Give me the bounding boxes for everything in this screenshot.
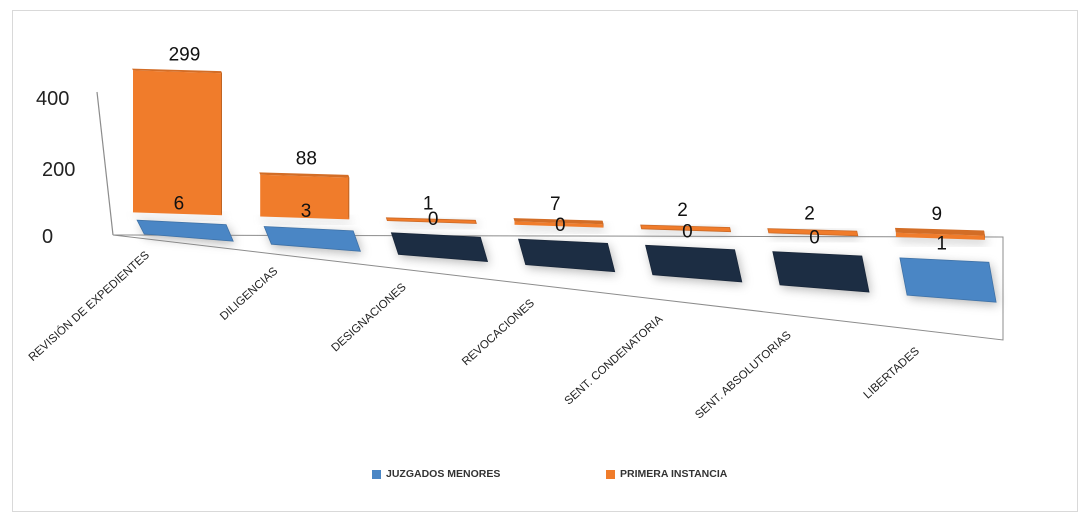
legend-swatch-juzgados xyxy=(372,469,381,479)
data-label-primera-1: 88 xyxy=(296,148,317,169)
legend-label-juzgados: JUZGADOS MENORES xyxy=(386,468,501,480)
bar-side-primera-1 xyxy=(348,174,350,220)
legend-item-primera: PRIMERA INSTANCIA xyxy=(606,468,727,480)
data-label-juzgados-0: 6 xyxy=(174,193,185,214)
data-label-primera-4: 2 xyxy=(677,200,688,221)
legend-label-primera: PRIMERA INSTANCIA xyxy=(620,468,728,480)
bar-juzgados-1 xyxy=(263,226,361,252)
y-tick-label: 200 xyxy=(42,159,75,181)
bar-juzgados-3 xyxy=(517,238,616,273)
bar-primera-6 xyxy=(895,232,985,240)
tile-shadow xyxy=(134,213,224,219)
y-axis-line xyxy=(96,91,114,236)
data-label-juzgados-4: 0 xyxy=(682,221,693,242)
tile-shadow xyxy=(515,224,606,231)
bar-juzgados-6 xyxy=(899,257,997,303)
data-label-juzgados-3: 0 xyxy=(555,215,566,236)
bar-primera-2 xyxy=(385,217,477,224)
bar-side-primera-0 xyxy=(221,71,222,216)
y-tick-label: 0 xyxy=(42,226,53,248)
legend-item-juzgados: JUZGADOS MENORES xyxy=(372,468,500,480)
y-tick-label: 400 xyxy=(36,88,69,110)
category-label: SENT. ABSOLUTORIAS xyxy=(693,329,794,421)
bar-juzgados-4 xyxy=(645,244,743,283)
bar-top-primera-1 xyxy=(259,172,350,178)
category-label: SENT. CONDENATORIA xyxy=(563,313,666,407)
bar-primera-5 xyxy=(767,228,859,237)
bar-primera-0 xyxy=(133,70,222,216)
bar-top-primera-6 xyxy=(895,227,985,236)
tile-shadow xyxy=(261,217,352,223)
data-label-juzgados-5: 0 xyxy=(809,228,820,249)
data-label-juzgados-2: 0 xyxy=(428,209,439,230)
category-label: REVOCACIONES xyxy=(460,297,537,368)
category-label: REVISIÓN DE EXPEDIENTES xyxy=(26,248,152,363)
data-label-juzgados-1: 3 xyxy=(301,201,312,222)
category-label: LIBERTADES xyxy=(862,345,923,401)
bar-juzgados-5 xyxy=(772,251,870,293)
bar-juzgados-2 xyxy=(390,232,489,262)
data-label-juzgados-6: 1 xyxy=(936,233,947,254)
category-label: DILIGENCIAS xyxy=(218,265,280,323)
tile-shadow xyxy=(388,220,479,227)
data-label-primera-0: 299 xyxy=(169,45,201,66)
data-label-primera-6: 9 xyxy=(932,204,943,225)
category-label: DESIGNACIONES xyxy=(329,281,409,354)
bar-top-primera-3 xyxy=(513,218,604,225)
data-label-primera-5: 2 xyxy=(804,204,815,225)
bar-primera-4 xyxy=(640,224,732,233)
data-label-primera-3: 7 xyxy=(550,194,561,215)
bar-juzgados-0 xyxy=(136,219,234,242)
legend-swatch-primera xyxy=(606,469,615,479)
data-label-primera-2: 1 xyxy=(423,193,434,214)
bar-primera-1 xyxy=(260,174,350,220)
bar-top-primera-0 xyxy=(132,68,222,74)
bar-primera-3 xyxy=(514,221,604,228)
